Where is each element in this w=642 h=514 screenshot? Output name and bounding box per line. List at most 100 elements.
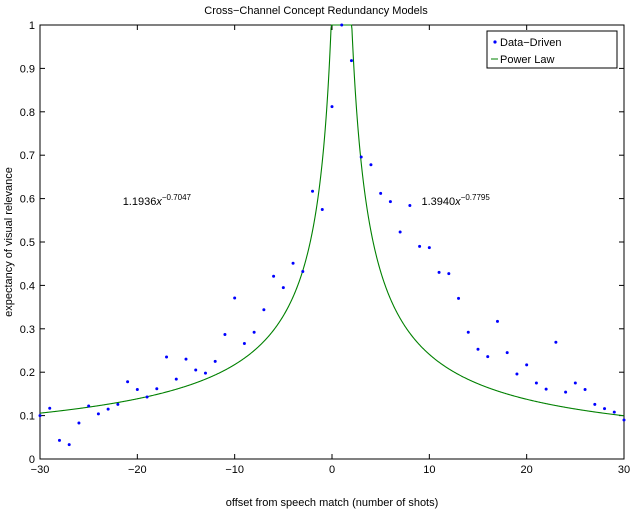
- x-tick-label: 20: [521, 464, 533, 476]
- x-tick-label: 30: [618, 464, 630, 476]
- data-point: [145, 395, 149, 399]
- y-tick-label: 0.9: [20, 63, 35, 75]
- y-tick-label: 0.4: [20, 280, 35, 292]
- y-axis: 0 0.1 0.2 0.3 0.4 0.5 0.6 0.7 0.8 0.9 1: [20, 20, 624, 466]
- data-point: [291, 261, 295, 265]
- data-point: [466, 330, 470, 334]
- data-point: [340, 23, 344, 27]
- equation-coefficient: 1.3940: [422, 196, 456, 208]
- data-point: [272, 274, 276, 278]
- data-point: [155, 387, 159, 391]
- data-point: [330, 105, 334, 109]
- data-point: [106, 407, 110, 411]
- data-point: [320, 207, 324, 211]
- data-point: [213, 359, 217, 363]
- data-point: [96, 412, 100, 416]
- data-point: [379, 191, 383, 195]
- data-point: [87, 404, 91, 408]
- plot-area: [39, 24, 625, 460]
- equation-exponent: −0.7795: [461, 193, 491, 202]
- equation-exponent: −0.7047: [162, 193, 192, 202]
- data-point: [67, 443, 71, 447]
- legend-swatch-data-driven: [493, 40, 497, 44]
- data-point: [495, 319, 499, 323]
- equation-annotations: 1.1936x−0.7047 1.3940x−0.7795: [123, 193, 491, 208]
- data-point: [281, 286, 285, 290]
- y-axis-label: expectancy of visual relevance: [3, 167, 15, 317]
- y-tick-label: 0.3: [20, 324, 35, 336]
- data-point: [359, 155, 363, 159]
- data-point: [408, 204, 412, 208]
- data-point: [369, 163, 373, 167]
- legend-box: [486, 30, 618, 69]
- legend-item-power-law: Power Law: [491, 54, 554, 66]
- data-point: [38, 414, 42, 418]
- data-point: [554, 340, 558, 344]
- legend-label-data-driven: Data−Driven: [500, 37, 561, 49]
- legend-item-data-driven: Data−Driven: [493, 37, 561, 49]
- data-point: [194, 368, 198, 372]
- data-point: [135, 388, 139, 392]
- data-point: [57, 438, 61, 442]
- y-tick-label: 0: [29, 454, 35, 466]
- data-point: [486, 355, 490, 359]
- data-point: [427, 246, 431, 250]
- x-axis-label: offset from speech match (number of shot…: [226, 497, 439, 509]
- x-tick-label: 10: [423, 464, 435, 476]
- data-point: [564, 390, 568, 394]
- axes-box: [39, 24, 625, 460]
- data-point: [301, 270, 305, 274]
- data-point: [525, 363, 529, 367]
- data-point: [174, 377, 178, 381]
- data-point: [398, 230, 402, 234]
- data-point: [262, 308, 266, 312]
- data-point: [573, 381, 577, 385]
- power-law-equation: 1.3940x−0.7795: [422, 193, 491, 208]
- data-point: [515, 372, 519, 376]
- x-tick-label: −30: [31, 464, 50, 476]
- equation-variable: x: [454, 196, 461, 208]
- data-point: [126, 380, 130, 384]
- y-tick-label: 0.1: [20, 411, 35, 423]
- y-tick-label: 1: [29, 20, 35, 32]
- data-point: [622, 418, 626, 422]
- data-point: [77, 421, 81, 425]
- data-point: [233, 296, 237, 300]
- x-axis: −30 −20 −10 0 10 20 30: [31, 25, 630, 476]
- data-point: [583, 388, 587, 392]
- legend: Data−Driven Power Law: [486, 30, 618, 69]
- chart-title: Cross−Channel Concept Redundancy Models: [204, 5, 428, 17]
- x-tick-label: −20: [128, 464, 147, 476]
- y-tick-label: 0.2: [20, 367, 35, 379]
- data-point: [252, 330, 256, 334]
- y-tick-label: 0.6: [20, 194, 35, 206]
- equation-coefficient: 1.1936: [123, 196, 157, 208]
- data-point: [165, 355, 169, 359]
- data-point: [203, 371, 207, 375]
- legend-label-power-law: Power Law: [500, 54, 554, 66]
- data-point: [184, 357, 188, 361]
- x-tick-label: −10: [225, 464, 244, 476]
- data-point: [612, 410, 616, 414]
- data-point: [48, 406, 52, 410]
- data-point: [476, 347, 480, 351]
- x-tick-label: 0: [329, 464, 335, 476]
- data-driven-points-layer: [38, 23, 626, 447]
- data-point: [242, 342, 246, 346]
- data-point: [223, 332, 227, 336]
- data-point: [603, 407, 607, 411]
- data-point: [534, 381, 538, 385]
- power-law-curve-layer: [39, 24, 625, 417]
- data-point: [418, 244, 422, 248]
- data-point: [311, 189, 315, 193]
- data-point: [349, 59, 353, 63]
- data-point: [544, 387, 548, 391]
- data-point: [457, 296, 461, 300]
- data-point: [593, 402, 597, 406]
- y-tick-label: 0.7: [20, 150, 35, 162]
- y-tick-label: 0.5: [20, 237, 35, 249]
- equation-variable: x: [155, 196, 162, 208]
- data-point: [447, 272, 451, 276]
